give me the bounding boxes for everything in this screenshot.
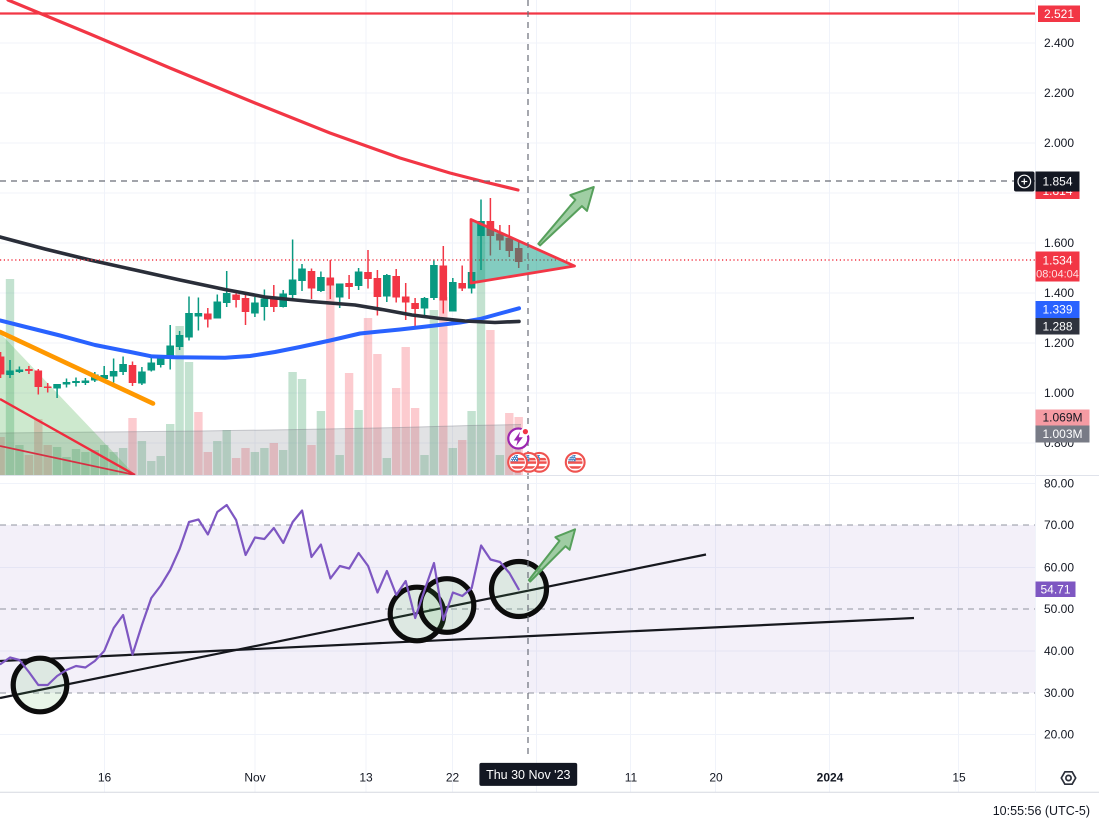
svg-text:30.00: 30.00 — [1044, 686, 1074, 700]
svg-text:10:55:56 (UTC-5): 10:55:56 (UTC-5) — [993, 804, 1090, 818]
svg-text:16: 16 — [98, 771, 112, 785]
svg-text:11: 11 — [625, 771, 638, 785]
svg-text:15: 15 — [952, 771, 966, 785]
svg-text:1.339: 1.339 — [1042, 303, 1072, 317]
svg-text:1.288: 1.288 — [1042, 319, 1072, 333]
svg-text:Nov: Nov — [244, 771, 265, 785]
svg-text:80.00: 80.00 — [1044, 477, 1074, 491]
svg-text:22: 22 — [446, 771, 460, 785]
svg-text:2.000: 2.000 — [1044, 136, 1074, 150]
svg-text:2.200: 2.200 — [1044, 86, 1074, 100]
svg-text:54.71: 54.71 — [1040, 582, 1070, 596]
svg-text:40.00: 40.00 — [1044, 644, 1074, 658]
svg-text:1.003M: 1.003M — [1042, 427, 1082, 441]
svg-text:2.521: 2.521 — [1044, 7, 1074, 21]
svg-text:1.534: 1.534 — [1042, 254, 1072, 268]
svg-text:60.00: 60.00 — [1044, 561, 1074, 575]
svg-text:08:04:04: 08:04:04 — [1036, 269, 1079, 281]
svg-text:2.400: 2.400 — [1044, 36, 1074, 50]
svg-text:1.600: 1.600 — [1044, 236, 1074, 250]
svg-text:70.00: 70.00 — [1044, 518, 1074, 532]
svg-text:2024: 2024 — [817, 771, 844, 785]
svg-text:Thu 30 Nov '23: Thu 30 Nov '23 — [486, 768, 570, 782]
svg-text:1.000: 1.000 — [1044, 386, 1074, 400]
svg-text:1.854: 1.854 — [1042, 175, 1072, 189]
svg-text:20.00: 20.00 — [1044, 728, 1074, 742]
svg-text:13: 13 — [359, 771, 373, 785]
svg-text:1.069M: 1.069M — [1042, 411, 1082, 425]
svg-text:1.400: 1.400 — [1044, 286, 1074, 300]
svg-text:50.00: 50.00 — [1044, 602, 1074, 616]
svg-text:20: 20 — [709, 771, 723, 785]
svg-text:1.200: 1.200 — [1044, 336, 1074, 350]
